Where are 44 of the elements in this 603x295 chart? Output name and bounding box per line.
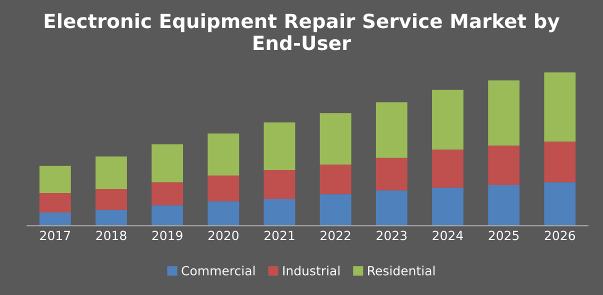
bar (544, 72, 576, 142)
bar (96, 210, 127, 226)
bar (488, 185, 520, 226)
legend-label: Industrial (283, 266, 340, 276)
bar (544, 142, 576, 182)
bar (208, 176, 240, 202)
bar (208, 133, 240, 176)
bar (320, 113, 352, 165)
bar (208, 201, 240, 226)
bar (152, 144, 184, 182)
chart-title: Electronic Equipment Repair Service Market by End-User (44, 13, 560, 50)
bar (96, 156, 127, 190)
bar (39, 193, 71, 212)
bar (488, 146, 520, 186)
bar (432, 90, 464, 150)
bar (376, 158, 408, 190)
bar (39, 212, 71, 226)
bar (432, 188, 464, 226)
x-tick-label: 2026 (544, 230, 576, 240)
x-tick-label: 2019 (152, 230, 182, 240)
bar (488, 80, 520, 146)
x-tick-label: 2022 (320, 230, 350, 240)
bar (376, 102, 408, 158)
x-tick-label: 2017 (40, 230, 70, 240)
bar (432, 150, 464, 188)
bar (152, 182, 184, 206)
bar (264, 198, 296, 226)
bar (544, 182, 576, 226)
x-tick-label: 2024 (432, 230, 463, 240)
bar (376, 190, 408, 226)
x-tick-label: 2023 (376, 230, 407, 240)
bar (264, 122, 296, 170)
legend-label: Residential (368, 266, 435, 276)
bar (320, 164, 352, 194)
x-tick-label: 2021 (264, 230, 294, 240)
bar (39, 166, 71, 193)
x-tick-label: 2018 (96, 230, 126, 240)
bar (96, 189, 127, 210)
bar (264, 170, 296, 199)
bar (320, 194, 352, 226)
x-tick-label: 2025 (488, 230, 519, 240)
bar (152, 205, 184, 226)
legend-label: Commercial (182, 266, 255, 276)
x-tick-label: 2020 (208, 230, 238, 240)
